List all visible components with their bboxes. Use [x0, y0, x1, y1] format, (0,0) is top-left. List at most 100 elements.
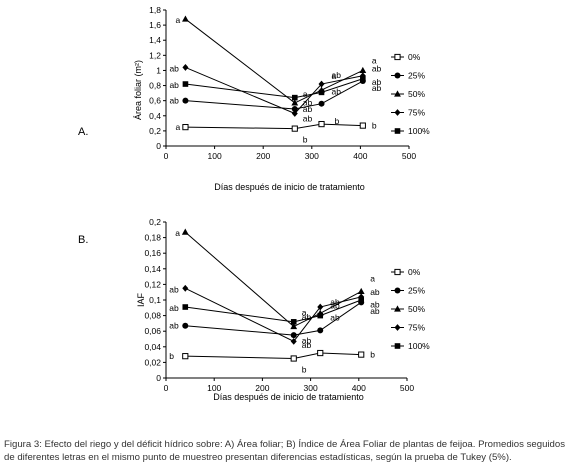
data-point — [290, 337, 297, 345]
significance-letter: a — [175, 15, 180, 25]
data-point — [182, 97, 189, 104]
legend-marker — [394, 53, 401, 61]
data-point — [290, 322, 298, 330]
data-point — [290, 319, 297, 325]
legend-label: 75% — [408, 323, 425, 333]
data-point — [359, 122, 366, 129]
significance-letter: a — [303, 89, 308, 99]
x-tick-label: 300 — [305, 151, 319, 161]
data-point — [357, 287, 365, 295]
significance-letter: ab — [169, 303, 179, 313]
significance-letter: ab — [332, 86, 342, 96]
legend-label: 25% — [408, 286, 425, 296]
data-point — [290, 332, 297, 339]
series-line-100pct — [185, 299, 362, 323]
legend-label: 0% — [408, 52, 421, 62]
y-tick-label: 0,8 — [149, 81, 161, 91]
significance-letter: ab — [302, 335, 312, 345]
significance-letter: b — [370, 350, 375, 360]
significance-letter: ab — [372, 77, 382, 87]
y-tick-label: 0,04 — [144, 342, 161, 352]
series-line-25pct — [185, 80, 364, 110]
legend-marker — [394, 72, 401, 79]
series-line-0pct — [185, 352, 362, 360]
x-tick-label: 300 — [304, 383, 318, 393]
data-point — [359, 72, 366, 80]
data-point — [182, 81, 189, 87]
data-point — [290, 355, 297, 362]
legend-marker — [394, 128, 401, 134]
series-line-25pct — [185, 301, 362, 336]
data-point — [182, 353, 189, 360]
y-tick-label: 0 — [156, 373, 161, 383]
significance-letter: b — [372, 121, 377, 131]
data-point — [317, 327, 324, 334]
significance-letter: a — [370, 273, 375, 283]
y-tick-label: 0,16 — [144, 248, 161, 258]
y-tick-label: 0,14 — [144, 264, 161, 274]
panel-label: A. — [78, 126, 88, 138]
legend-marker — [394, 109, 401, 116]
significance-letter: ab — [372, 83, 382, 93]
y-axis-title: IAF — [136, 293, 146, 308]
significance-letter: b — [303, 135, 308, 145]
significance-letter: b — [335, 116, 340, 126]
legend-label: 75% — [408, 108, 425, 118]
significance-letter: ab — [330, 297, 340, 307]
legend-marker — [394, 324, 401, 331]
legend-marker — [394, 90, 401, 97]
series-line-100pct — [185, 78, 363, 99]
significance-letter: a — [175, 122, 180, 132]
data-point — [317, 303, 324, 311]
significance-letter: a — [332, 71, 337, 81]
data-point — [318, 120, 325, 128]
series-line-0pct — [185, 123, 363, 130]
data-point — [291, 105, 298, 112]
x-tick-label: 400 — [352, 383, 366, 393]
legend-marker — [394, 343, 401, 349]
legend-label: 50% — [408, 89, 425, 99]
y-tick-label: 0,2 — [149, 217, 161, 227]
data-point — [317, 349, 324, 357]
legend-label: 50% — [408, 304, 425, 314]
x-axis-title: Días después de inicio de tratamiento — [213, 392, 364, 402]
data-point — [318, 80, 325, 88]
chart-panel-b: B. 0 0,02 0,04 0,06 0,08 0,1 0,12 0,14 0,16 0,18 0,… — [78, 217, 430, 402]
y-tick-label: 1,6 — [149, 20, 161, 30]
significance-letter: ab — [370, 299, 380, 309]
legend-label: 25% — [408, 71, 425, 81]
x-tick-label: 200 — [255, 383, 269, 393]
data-point — [291, 110, 298, 117]
significance-letter: ab — [332, 70, 342, 80]
legend-label: 0% — [408, 267, 421, 277]
data-point — [182, 304, 189, 310]
y-tick-label: 0,4 — [149, 111, 161, 121]
significance-letter: ab — [169, 321, 179, 331]
y-tick-label: 0,6 — [149, 96, 161, 106]
data-point — [291, 99, 299, 106]
significance-letter: ab — [370, 287, 380, 297]
figure-caption: Figura 3: Efecto del riego y del déficit… — [4, 439, 565, 463]
y-tick-label: 0,08 — [144, 311, 161, 321]
significance-letter: ab — [303, 104, 313, 114]
significance-letter: ab — [330, 300, 340, 310]
x-tick-label: 500 — [402, 151, 416, 161]
data-point — [182, 322, 189, 329]
data-point — [358, 297, 365, 303]
data-point — [318, 89, 325, 96]
x-tick-label: 400 — [353, 151, 367, 161]
y-tick-label: 0,2 — [149, 126, 161, 136]
data-point — [181, 228, 189, 235]
y-tick-label: 0,06 — [144, 326, 161, 336]
significance-letter: ab — [303, 98, 313, 108]
significance-letter: ab — [302, 340, 312, 350]
data-point — [182, 284, 189, 292]
x-tick-label: 200 — [256, 151, 270, 161]
y-tick-label: 0,1 — [149, 295, 161, 305]
x-tick-label: 100 — [208, 151, 222, 161]
legend: 0% 25% 50% 75% 100% — [391, 52, 430, 136]
legend-label: 100% — [408, 126, 430, 136]
data-point — [182, 64, 189, 71]
significance-letter: ab — [169, 63, 179, 73]
significance-letter: ab — [303, 114, 313, 124]
